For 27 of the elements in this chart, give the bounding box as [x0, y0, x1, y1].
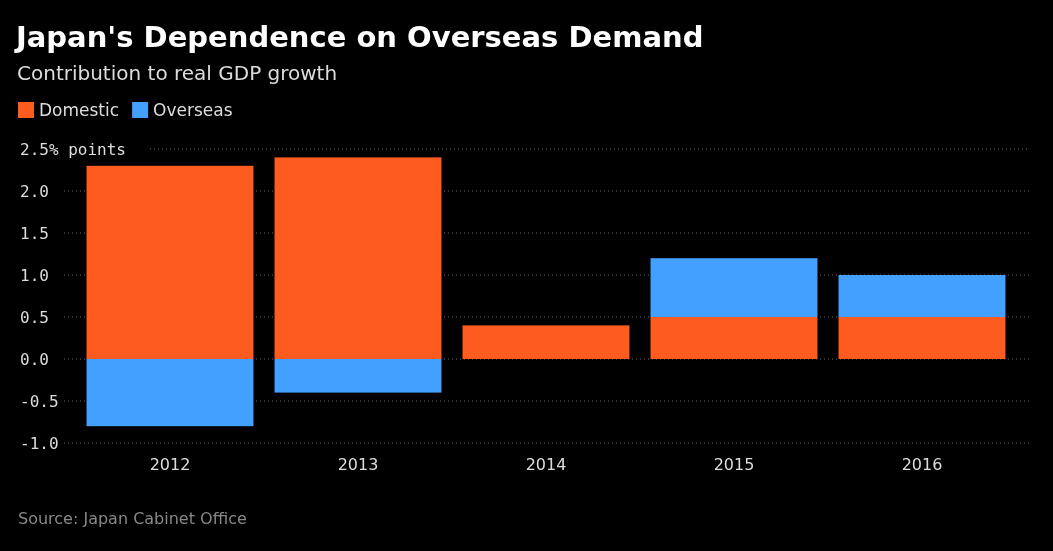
source-note: Source: Japan Cabinet Office — [18, 509, 247, 528]
y-tick-label: 2.0 — [20, 181, 49, 201]
chart-subtitle: Contribution to real GDP growth — [17, 61, 338, 85]
y-tick-label: -0.5 — [20, 391, 59, 411]
x-tick-label: 2016 — [901, 455, 943, 474]
y-tick-label: 1.5 — [20, 223, 49, 243]
bar — [462, 325, 630, 359]
legend-label: Domestic — [39, 100, 120, 120]
y-tick-label: 2.5% points — [20, 139, 126, 159]
x-tick-label: 2012 — [149, 455, 191, 474]
chart-title: Japan's Dependence on Overseas Demand — [14, 20, 704, 54]
y-tick-label: 0.5 — [20, 307, 49, 327]
bar — [86, 165, 254, 359]
bar — [838, 317, 1006, 359]
bar — [838, 275, 1006, 317]
legend-label: Overseas — [153, 100, 233, 120]
bar — [274, 359, 442, 393]
x-tick-label: 2014 — [525, 455, 567, 474]
bar — [650, 258, 818, 317]
x-tick-label: 2015 — [713, 455, 755, 474]
x-tick-label: 2013 — [337, 455, 379, 474]
y-tick-label: 1.0 — [20, 265, 49, 285]
bar — [650, 317, 818, 359]
bar — [274, 157, 442, 359]
y-tick-label: 0.0 — [20, 349, 49, 369]
bar — [86, 359, 254, 427]
y-tick-label: -1.0 — [20, 433, 59, 453]
